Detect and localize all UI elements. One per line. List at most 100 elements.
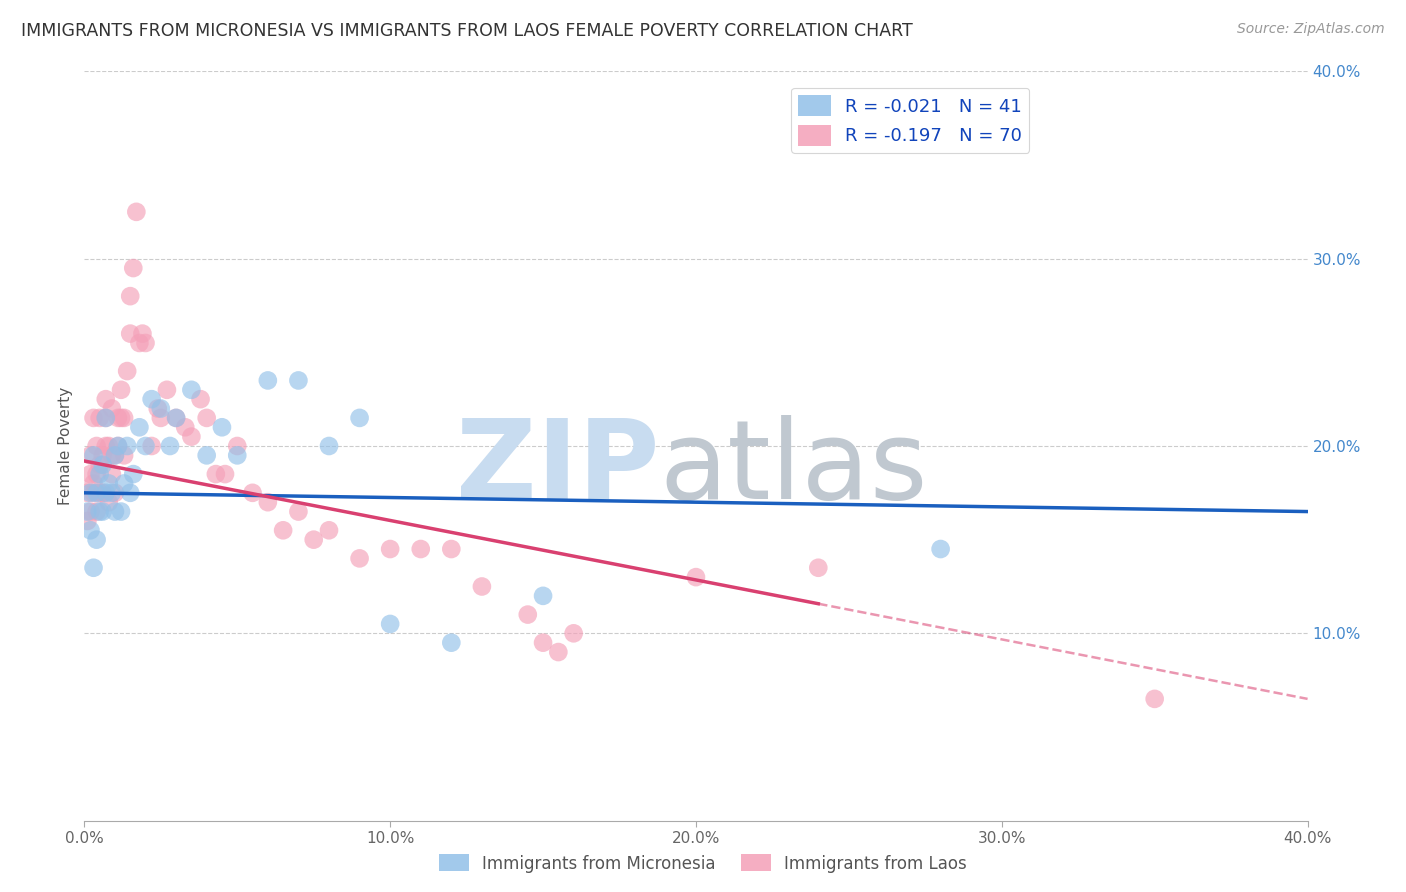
Point	[83, 486, 105, 500]
Point	[195, 449, 218, 463]
Point	[174, 420, 197, 434]
Point	[195, 411, 218, 425]
Point	[97, 439, 120, 453]
Point	[257, 374, 280, 388]
Point	[83, 449, 105, 463]
Point	[135, 336, 157, 351]
Legend: R = -0.021   N = 41, R = -0.197   N = 70: R = -0.021 N = 41, R = -0.197 N = 70	[792, 88, 1029, 153]
Point	[110, 505, 132, 519]
Point	[115, 439, 138, 453]
Point	[86, 505, 108, 519]
Point	[409, 542, 432, 557]
Point	[318, 524, 340, 538]
Point	[91, 505, 114, 519]
Point	[287, 505, 309, 519]
Point	[380, 617, 402, 632]
Point	[76, 486, 98, 500]
Point	[302, 533, 325, 547]
Point	[104, 486, 127, 500]
Point	[115, 364, 138, 378]
Point	[112, 476, 135, 491]
Point	[79, 449, 101, 463]
Point	[122, 467, 145, 482]
Point	[76, 505, 98, 519]
Point	[149, 411, 172, 425]
Point	[94, 486, 117, 500]
Point	[214, 467, 236, 482]
Point	[180, 383, 202, 397]
Point	[440, 542, 463, 557]
Point	[86, 486, 108, 500]
Point	[107, 439, 129, 453]
Point	[120, 486, 142, 500]
Point	[101, 449, 124, 463]
Point	[190, 392, 212, 407]
Point	[125, 205, 148, 219]
Text: ZIP: ZIP	[456, 415, 659, 522]
Point	[440, 635, 463, 649]
Point	[91, 486, 114, 500]
Point	[242, 486, 264, 500]
Point	[94, 439, 117, 453]
Point	[91, 449, 114, 463]
Point	[226, 439, 249, 453]
Point	[180, 430, 202, 444]
Point	[86, 467, 108, 482]
Point	[89, 505, 111, 519]
Point	[205, 467, 228, 482]
Point	[135, 439, 157, 453]
Point	[128, 420, 150, 434]
Point	[101, 401, 124, 416]
Point	[156, 383, 179, 397]
Point	[159, 439, 181, 453]
Point	[86, 533, 108, 547]
Point	[79, 505, 101, 519]
Point	[86, 439, 108, 453]
Point	[547, 645, 569, 659]
Point	[89, 458, 111, 472]
Point	[94, 411, 117, 425]
Point	[349, 551, 371, 566]
Point	[471, 580, 494, 594]
Point	[141, 392, 163, 407]
Point	[165, 411, 187, 425]
Y-axis label: Female Poverty: Female Poverty	[58, 387, 73, 505]
Point	[110, 411, 132, 425]
Point	[685, 570, 707, 584]
Point	[257, 495, 280, 509]
Point	[79, 467, 101, 482]
Text: Source: ZipAtlas.com: Source: ZipAtlas.com	[1237, 22, 1385, 37]
Point	[79, 486, 101, 500]
Point	[211, 420, 233, 434]
Point	[97, 495, 120, 509]
Point	[318, 439, 340, 453]
Point	[146, 401, 169, 416]
Point	[83, 561, 105, 575]
Point	[165, 411, 187, 425]
Text: atlas: atlas	[659, 415, 928, 522]
Point	[1143, 692, 1166, 706]
Point	[112, 449, 135, 463]
Point	[89, 467, 111, 482]
Point	[128, 336, 150, 351]
Legend: Immigrants from Micronesia, Immigrants from Laos: Immigrants from Micronesia, Immigrants f…	[433, 847, 973, 880]
Point	[287, 374, 309, 388]
Point	[101, 486, 124, 500]
Point	[141, 439, 163, 453]
Point	[929, 542, 952, 557]
Text: IMMIGRANTS FROM MICRONESIA VS IMMIGRANTS FROM LAOS FEMALE POVERTY CORRELATION CH: IMMIGRANTS FROM MICRONESIA VS IMMIGRANTS…	[21, 22, 912, 40]
Point	[97, 476, 120, 491]
Point	[516, 607, 538, 622]
Point	[349, 411, 371, 425]
Point	[89, 411, 111, 425]
Point	[120, 326, 142, 341]
Point	[226, 449, 249, 463]
Point	[807, 561, 830, 575]
Point	[104, 449, 127, 463]
Point	[94, 411, 117, 425]
Point	[120, 289, 142, 303]
Point	[94, 392, 117, 407]
Point	[110, 383, 132, 397]
Point	[89, 486, 111, 500]
Point	[112, 411, 135, 425]
